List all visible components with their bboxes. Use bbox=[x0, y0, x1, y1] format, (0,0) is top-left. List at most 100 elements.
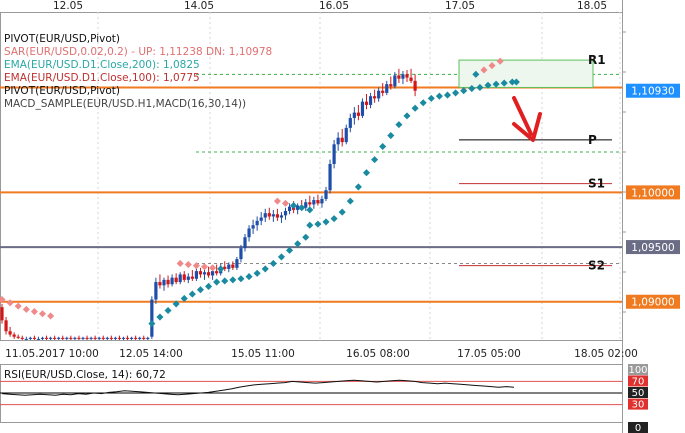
legend-ema100: EMA(EUR/USD.D1.Close,100): 1,0775 bbox=[4, 72, 200, 84]
candle-body bbox=[40, 337, 45, 339]
candle-body bbox=[413, 80, 417, 91]
sar-dot bbox=[164, 306, 172, 315]
candle-body bbox=[275, 214, 279, 218]
price-label: 1,09500 bbox=[631, 242, 674, 254]
price-label: 1,09000 bbox=[631, 297, 674, 309]
candle-body bbox=[377, 90, 381, 99]
top-date-label: 17.05 bbox=[445, 0, 475, 12]
candle-body bbox=[89, 337, 93, 339]
candle-body bbox=[283, 210, 288, 216]
candle-body bbox=[154, 282, 158, 300]
sar-dot bbox=[314, 220, 322, 228]
bottom-date-label: 17.05 05:00 bbox=[457, 348, 521, 360]
candle-body bbox=[227, 264, 231, 269]
price-label-box bbox=[626, 185, 680, 200]
candle-body bbox=[389, 84, 393, 87]
pivot-label-s1: S1 bbox=[588, 177, 605, 191]
candle-body bbox=[239, 248, 243, 260]
candle-body bbox=[304, 202, 308, 208]
sar-dot bbox=[156, 313, 164, 321]
candle-body bbox=[401, 74, 405, 79]
candle-body bbox=[0, 307, 4, 321]
candle-body bbox=[93, 337, 97, 339]
candle-body bbox=[81, 337, 85, 339]
rsi-level-label: 50 bbox=[632, 388, 645, 399]
pivot-label-p: P bbox=[588, 133, 597, 147]
candle-body bbox=[28, 337, 32, 339]
candle-body bbox=[174, 277, 178, 283]
candle-body bbox=[320, 198, 324, 204]
sar-dot bbox=[419, 99, 427, 107]
candle-body bbox=[178, 274, 182, 283]
sar-dot bbox=[338, 208, 346, 216]
sar-dot bbox=[472, 70, 480, 78]
candle-body bbox=[105, 337, 109, 339]
bottom-date-label: 12.05 14:00 bbox=[119, 348, 183, 360]
top-axis-bg bbox=[0, 0, 622, 12]
candle-body bbox=[263, 213, 267, 218]
candle-body bbox=[385, 84, 389, 93]
sar-dot bbox=[294, 240, 302, 248]
sar-dot bbox=[468, 84, 476, 93]
rsi-level-label: 100 bbox=[628, 365, 647, 376]
sar-dot bbox=[14, 302, 22, 310]
candle-body bbox=[146, 337, 150, 339]
candle-body bbox=[53, 337, 57, 339]
sar-dot bbox=[188, 290, 196, 298]
rsi-level-box bbox=[628, 375, 648, 387]
candle-body bbox=[73, 337, 77, 339]
sar-dot bbox=[217, 265, 225, 273]
candle-body bbox=[324, 190, 328, 199]
sar-dot bbox=[371, 156, 379, 164]
sar-dot bbox=[176, 259, 184, 268]
candle-body bbox=[381, 90, 385, 93]
candle-body bbox=[130, 337, 134, 339]
candle-body bbox=[121, 337, 126, 339]
sar-dot bbox=[411, 104, 419, 112]
sar-dot bbox=[281, 199, 290, 207]
pivot-levels: R1 P S1 S2 bbox=[459, 53, 612, 273]
sar-dot bbox=[443, 91, 452, 99]
top-date-label: 16.05 bbox=[319, 0, 349, 12]
candle-body bbox=[308, 202, 312, 205]
candle-body bbox=[336, 137, 340, 145]
candle-body bbox=[373, 96, 377, 99]
legend-macd: MACD_SAMPLE(EUR/USD.H1,MACD(16,30,14)) bbox=[4, 98, 247, 110]
candle-body bbox=[8, 331, 12, 335]
bottom-date-label: 11.05.2017 10:00 bbox=[5, 348, 99, 360]
legend-ema200: EMA(EUR/USD.D1.Close,200): 1,0825 bbox=[4, 59, 200, 71]
candle-body bbox=[271, 214, 275, 217]
candle-body bbox=[206, 272, 211, 276]
candle-body bbox=[231, 264, 235, 268]
candle-body bbox=[194, 271, 198, 279]
candle-body bbox=[166, 279, 170, 285]
candle-body bbox=[332, 144, 336, 164]
sar-dot bbox=[488, 62, 496, 70]
candle-body bbox=[235, 259, 239, 268]
sar-dot bbox=[290, 201, 298, 210]
sar-dot bbox=[346, 197, 354, 205]
sar-dot bbox=[273, 197, 281, 205]
candle-body bbox=[316, 200, 320, 204]
sar-dot bbox=[512, 78, 520, 86]
sar-dot bbox=[184, 261, 192, 269]
candle-body bbox=[24, 338, 28, 340]
sar-dot bbox=[508, 78, 516, 86]
candle-body bbox=[190, 276, 194, 279]
price-label: 1,10000 bbox=[631, 187, 674, 199]
rsi-label: RSI(EUR/USD.Close, 14): 60,72 bbox=[4, 369, 166, 381]
candle-body bbox=[296, 205, 300, 210]
sar-dot bbox=[476, 83, 484, 91]
sar-dot bbox=[38, 310, 47, 318]
candle-body bbox=[393, 75, 397, 87]
candle-body bbox=[211, 271, 215, 276]
price-label-box bbox=[626, 294, 680, 309]
sar-dot bbox=[180, 294, 188, 302]
sar-dot bbox=[298, 204, 306, 212]
sar-dot bbox=[362, 169, 371, 177]
sar-dot bbox=[395, 121, 403, 129]
sar-dot bbox=[245, 273, 253, 281]
rsi-level-box bbox=[628, 422, 648, 433]
candle-body bbox=[77, 337, 81, 339]
